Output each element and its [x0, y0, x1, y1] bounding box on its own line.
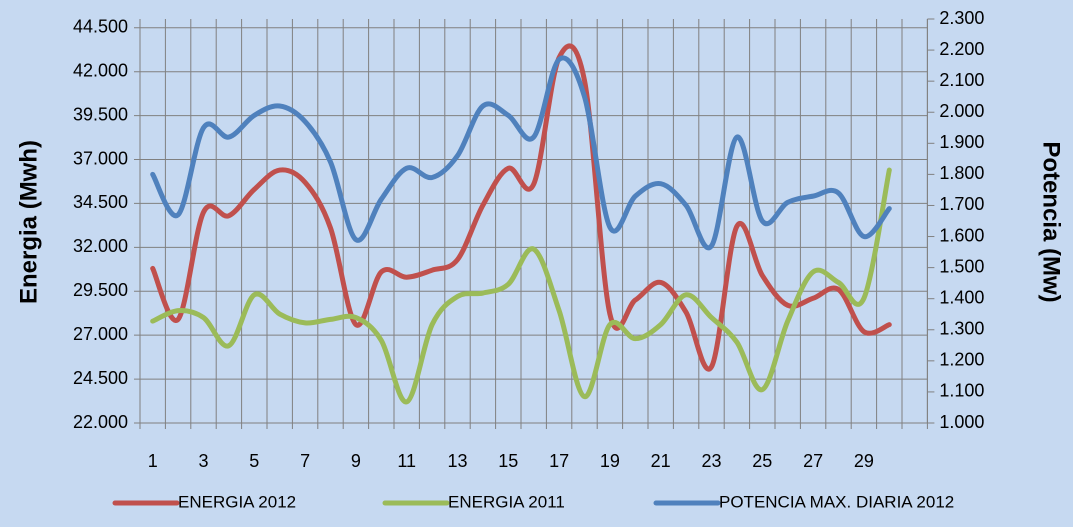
x-tick-label: 15 [498, 451, 518, 471]
y2-tick-label: 1.400 [939, 287, 984, 307]
x-tick-label: 5 [249, 451, 259, 471]
data-line [150, 55, 892, 251]
x-tick-label: 13 [447, 451, 467, 471]
y2-tick-label: 1.600 [939, 225, 984, 245]
y-tick-label: 32.000 [73, 236, 128, 256]
x-tick-label: 9 [351, 451, 361, 471]
y-tick-label: 24.500 [73, 368, 128, 388]
y2-tick-label: 1.900 [939, 132, 984, 152]
y2-tick-label: 1.800 [939, 163, 984, 183]
y-axis-title: Energia (Mwh) [15, 140, 42, 304]
x-tick-label: 25 [752, 451, 772, 471]
y-tick-label: 34.500 [73, 192, 128, 212]
x-tick-label: 29 [854, 451, 874, 471]
x-tick-label: 17 [549, 451, 569, 471]
y-tick-label: 37.000 [73, 148, 128, 168]
x-tick-label: 21 [651, 451, 671, 471]
data-line [150, 167, 892, 405]
x-tick-label: 19 [600, 451, 620, 471]
y2-tick-label: 1.200 [939, 350, 984, 370]
y2-tick-label: 2.100 [939, 70, 984, 90]
y2-tick-label: 1.300 [939, 319, 984, 339]
y2-tick-label: 1.700 [939, 194, 984, 214]
y-tick-label: 29.500 [73, 280, 128, 300]
y2-tick-label: 1.500 [939, 256, 984, 276]
y-tick-label: 22.000 [73, 412, 128, 432]
x-tick-label: 7 [300, 451, 310, 471]
x-tick-label: 1 [148, 451, 158, 471]
x-tick-label: 11 [397, 451, 416, 471]
y2-axis-title: Potencia (Mw) [1038, 141, 1065, 302]
y2-tick-label: 2.300 [939, 8, 984, 28]
y2-tick-label: 2.200 [939, 39, 984, 59]
y-tick-label: 27.000 [73, 324, 128, 344]
x-tick-label: 27 [803, 451, 823, 471]
x-tick-label: 3 [198, 451, 208, 471]
data-line [150, 43, 892, 372]
x-tick-label: 23 [701, 451, 721, 471]
y2-tick-label: 1.000 [939, 412, 984, 432]
y-tick-label: 44.500 [73, 17, 128, 37]
y-tick-label: 42.000 [73, 60, 128, 80]
legend-text: ENERGIA 2011 [448, 492, 565, 511]
y2-tick-label: 2.000 [939, 101, 984, 121]
y2-tick-label: 1.100 [939, 381, 984, 401]
legend-text: ENERGIA 2012 [178, 492, 296, 511]
legend-text: POTENCIA MAX. DIARIA 2012 [719, 492, 954, 511]
y-tick-label: 39.500 [73, 104, 128, 124]
